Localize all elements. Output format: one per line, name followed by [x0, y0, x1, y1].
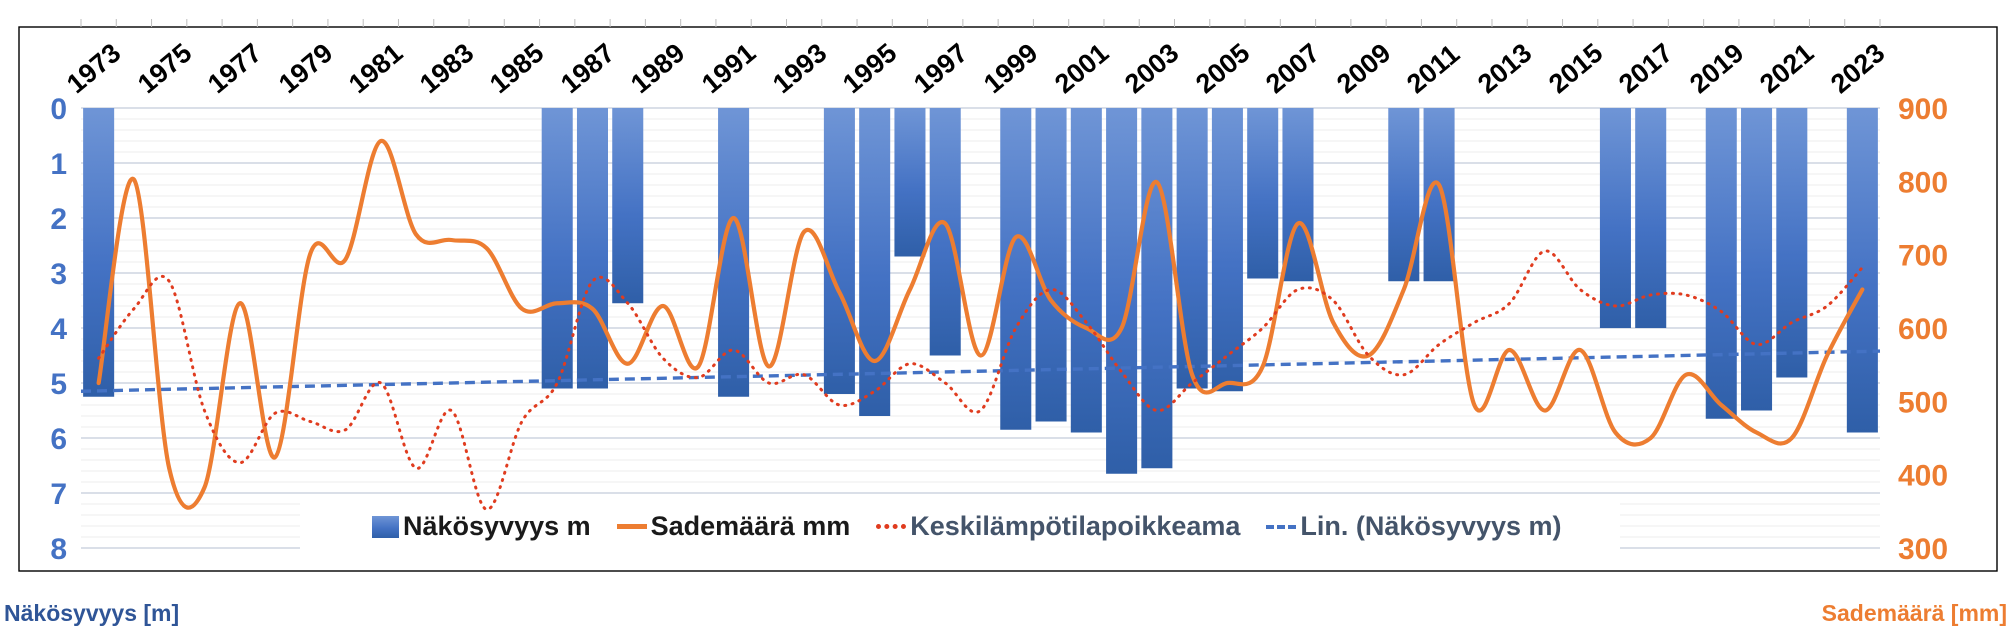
- svg-text:700: 700: [1898, 240, 1948, 273]
- svg-text:400: 400: [1898, 460, 1948, 493]
- svg-text:600: 600: [1898, 313, 1948, 346]
- svg-text:900: 900: [1898, 93, 1948, 126]
- svg-text:800: 800: [1898, 166, 1948, 199]
- svg-text:7: 7: [50, 478, 67, 511]
- svg-text:500: 500: [1898, 386, 1948, 419]
- svg-text:4: 4: [50, 313, 67, 346]
- svg-text:6: 6: [50, 423, 67, 456]
- svg-text:2: 2: [50, 203, 67, 236]
- svg-text:3: 3: [50, 258, 67, 291]
- svg-text:1: 1: [50, 148, 67, 181]
- svg-text:5: 5: [50, 368, 67, 401]
- svg-text:8: 8: [50, 533, 67, 566]
- svg-text:0: 0: [50, 93, 67, 126]
- svg-text:300: 300: [1898, 533, 1948, 566]
